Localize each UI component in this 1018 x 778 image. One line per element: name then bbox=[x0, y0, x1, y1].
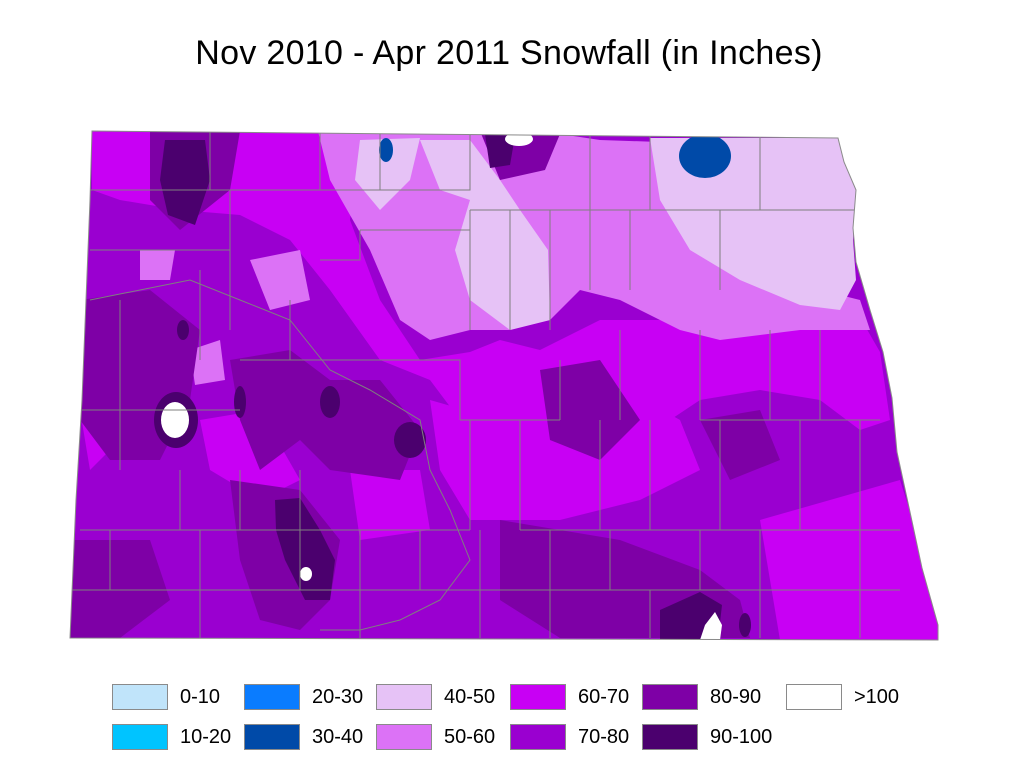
zone-90-100-spot-e bbox=[739, 613, 751, 637]
zone-over-100-north bbox=[505, 132, 533, 146]
zone-90-100-spot-a bbox=[177, 320, 189, 340]
legend-swatch bbox=[510, 684, 566, 710]
snowfall-map bbox=[69, 130, 939, 641]
zone-40-50-northeast bbox=[650, 138, 856, 310]
legend-swatch bbox=[642, 724, 698, 750]
zone-90-100-northwest bbox=[160, 140, 210, 225]
legend-label: >100 bbox=[854, 685, 900, 708]
zone-over-100-southwest bbox=[300, 567, 312, 581]
legend-item: 40-50 bbox=[376, 682, 495, 712]
legend-item: 20-30 bbox=[244, 682, 363, 712]
zone-over-100-west bbox=[161, 402, 189, 438]
legend-swatch bbox=[244, 684, 300, 710]
legend-item: 80-90 bbox=[642, 682, 761, 712]
zone-90-100-spot-b bbox=[234, 386, 246, 418]
legend-swatch bbox=[642, 684, 698, 710]
legend-item: 30-40 bbox=[244, 722, 363, 752]
county-boundaries bbox=[72, 131, 900, 638]
legend-label: 40-50 bbox=[444, 685, 496, 708]
legend-label: 80-90 bbox=[710, 685, 762, 708]
zone-90-100-spot-d bbox=[394, 422, 426, 458]
legend: 0-10 10-20 20-30 30-40 40-50 50-60 60-70… bbox=[112, 682, 912, 762]
zone-40-50-center bbox=[420, 140, 550, 330]
zone-60-70-missouri bbox=[350, 470, 430, 540]
legend-label: 10-20 bbox=[180, 725, 232, 748]
legend-item: 0-10 bbox=[112, 682, 220, 712]
zone-over-100-south bbox=[700, 612, 722, 640]
snowfall-zones bbox=[70, 131, 938, 640]
zone-80-90-central bbox=[540, 360, 640, 460]
zone-80-90-far-southwest bbox=[70, 540, 170, 638]
legend-swatch bbox=[244, 724, 300, 750]
zone-90-100-spot-c bbox=[320, 386, 340, 418]
legend-swatch bbox=[786, 684, 842, 710]
legend-label: 60-70 bbox=[578, 685, 630, 708]
legend-label: 70-80 bbox=[578, 725, 630, 748]
zone-60-70-southwest bbox=[200, 410, 300, 500]
legend-label: 30-40 bbox=[312, 725, 364, 748]
zone-90-100-southwest bbox=[275, 498, 335, 600]
legend-item: 90-100 bbox=[642, 722, 772, 752]
legend-swatch bbox=[510, 724, 566, 750]
zone-60-70-southeast bbox=[760, 480, 938, 640]
zone-50-60-west-spot bbox=[190, 340, 225, 385]
legend-swatch bbox=[376, 724, 432, 750]
zone-30-40-north bbox=[679, 134, 731, 178]
zone-50-60-northwest bbox=[140, 250, 175, 280]
zone-40-50-northwest bbox=[355, 138, 420, 210]
legend-item: 70-80 bbox=[510, 722, 629, 752]
legend-swatch bbox=[112, 724, 168, 750]
state-outline bbox=[69, 130, 939, 641]
legend-item: 10-20 bbox=[112, 722, 231, 752]
zone-60-70-north bbox=[92, 131, 890, 470]
legend-item: >100 bbox=[786, 682, 899, 712]
zone-30-40-small bbox=[379, 138, 393, 162]
legend-item: 60-70 bbox=[510, 682, 629, 712]
legend-swatch bbox=[376, 684, 432, 710]
legend-item: 50-60 bbox=[376, 722, 495, 752]
map-title: Nov 2010 - Apr 2011 Snowfall (in Inches) bbox=[195, 34, 823, 72]
legend-label: 20-30 bbox=[312, 685, 364, 708]
legend-swatch bbox=[112, 684, 168, 710]
zone-50-60-minot bbox=[250, 250, 310, 310]
legend-label: 50-60 bbox=[444, 725, 496, 748]
legend-label: 90-100 bbox=[710, 725, 773, 748]
legend-label: 0-10 bbox=[180, 685, 221, 708]
